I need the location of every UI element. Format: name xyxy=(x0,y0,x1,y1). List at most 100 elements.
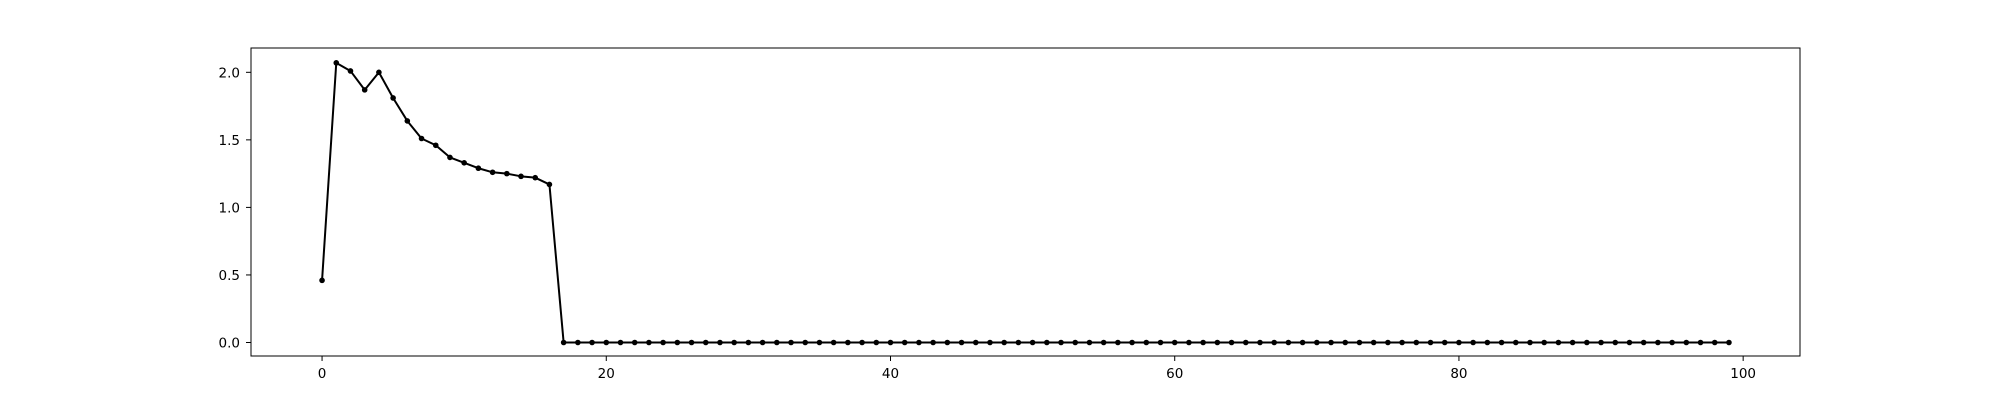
data-point xyxy=(873,339,880,346)
data-point xyxy=(1029,339,1036,346)
data-point xyxy=(1356,339,1363,346)
data-point xyxy=(646,339,652,346)
data-point xyxy=(1470,339,1476,346)
data-point xyxy=(958,339,965,346)
data-point xyxy=(404,118,411,124)
data-point xyxy=(802,339,809,346)
data-point xyxy=(845,339,851,346)
data-point xyxy=(503,170,510,177)
data-point xyxy=(319,277,325,284)
data-point xyxy=(1086,339,1093,346)
data-point xyxy=(1271,339,1277,346)
data-point xyxy=(788,339,794,346)
data-point xyxy=(1527,339,1533,346)
plot-frame xyxy=(250,47,1801,357)
data-point xyxy=(1697,339,1704,346)
data-point xyxy=(432,142,439,149)
data-point xyxy=(489,169,496,176)
data-point xyxy=(1512,339,1519,346)
data-point xyxy=(1285,339,1292,346)
data-point xyxy=(390,95,396,101)
data-point xyxy=(674,339,681,346)
data-point xyxy=(333,60,340,66)
data-point xyxy=(617,339,624,346)
data-point xyxy=(1015,339,1022,346)
data-point xyxy=(916,339,922,346)
data-point xyxy=(1484,339,1491,346)
data-point xyxy=(1214,339,1221,346)
data-point xyxy=(731,339,737,346)
data-point xyxy=(660,339,666,346)
data-point xyxy=(532,174,539,181)
data-point xyxy=(1711,339,1718,346)
data-point xyxy=(589,339,595,346)
y-tick-label: 1.0 xyxy=(219,200,240,216)
x-tick-label: 100 xyxy=(1730,366,1756,382)
data-point xyxy=(1242,339,1249,346)
data-point xyxy=(1640,339,1647,346)
data-point xyxy=(1228,339,1235,346)
y-tick-label: 0.5 xyxy=(219,268,240,284)
data-point xyxy=(1598,339,1604,346)
data-point xyxy=(987,339,993,346)
data-point xyxy=(717,339,723,346)
x-tick-label: 80 xyxy=(1450,366,1467,382)
data-point xyxy=(1129,339,1135,346)
series-line xyxy=(321,61,1729,344)
data-point xyxy=(1314,339,1320,346)
data-point xyxy=(1683,339,1690,346)
data-point xyxy=(1299,339,1306,346)
data-point xyxy=(1385,339,1391,346)
data-point xyxy=(944,339,951,346)
data-point xyxy=(901,339,908,346)
data-point xyxy=(1427,339,1434,346)
data-point xyxy=(830,339,837,346)
data-point xyxy=(376,69,382,76)
data-point xyxy=(1001,339,1007,346)
data-point xyxy=(1669,339,1675,346)
data-point xyxy=(1612,339,1619,346)
x-tick-label: 20 xyxy=(598,366,615,382)
data-point xyxy=(575,339,581,346)
data-point xyxy=(1257,339,1263,346)
data-point xyxy=(1200,339,1206,346)
data-point xyxy=(1157,339,1164,346)
data-point xyxy=(418,135,425,142)
data-point xyxy=(1726,339,1732,346)
data-point xyxy=(1342,339,1349,346)
series-group xyxy=(319,60,1732,346)
data-point xyxy=(1569,339,1576,346)
data-point xyxy=(1171,339,1178,346)
data-point xyxy=(816,339,823,346)
data-point xyxy=(1370,339,1377,346)
x-tick-label: 40 xyxy=(882,366,899,382)
data-point xyxy=(560,339,567,346)
data-point xyxy=(447,154,453,161)
data-point xyxy=(774,339,780,346)
data-point xyxy=(1143,339,1150,346)
data-point xyxy=(1655,339,1661,346)
x-tick-label: 60 xyxy=(1166,366,1183,382)
data-point xyxy=(1584,339,1590,346)
data-point xyxy=(930,339,936,346)
data-point xyxy=(1498,339,1505,346)
y-tick-label: 1.5 xyxy=(219,133,240,149)
data-point xyxy=(702,339,709,346)
data-point xyxy=(631,339,638,346)
data-point xyxy=(461,160,467,166)
data-point xyxy=(1328,339,1334,346)
data-point xyxy=(759,339,766,346)
data-point xyxy=(1186,339,1192,346)
data-point xyxy=(1456,339,1462,346)
data-point xyxy=(1413,339,1420,346)
data-point xyxy=(1399,339,1405,346)
data-point xyxy=(518,173,524,180)
data-point xyxy=(361,87,368,93)
data-point xyxy=(1541,339,1548,346)
data-point xyxy=(1441,339,1448,346)
data-point xyxy=(1115,339,1121,346)
data-point xyxy=(1058,339,1064,346)
x-tick-label: 0 xyxy=(318,366,327,382)
data-point xyxy=(1100,339,1107,346)
